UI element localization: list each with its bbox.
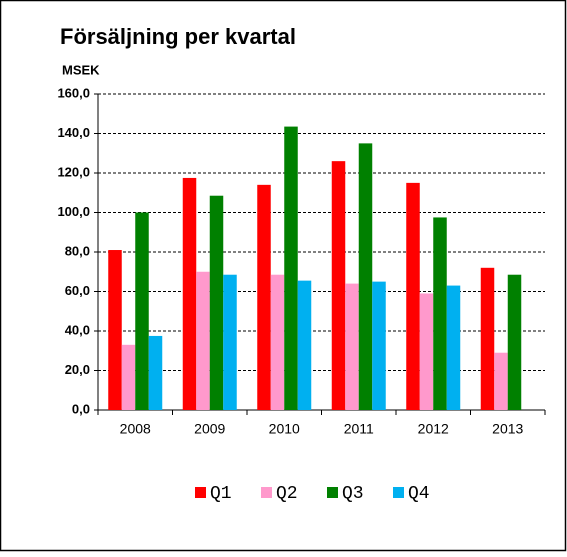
legend-label: Q3 (342, 484, 364, 504)
y-tick-label: 20,0 (65, 362, 90, 377)
y-tick-label: 0,0 (72, 401, 90, 416)
legend-label: Q1 (210, 484, 232, 504)
bar (135, 212, 149, 410)
bar (433, 217, 447, 410)
x-tick-label: 2013 (492, 421, 523, 437)
bar (257, 184, 271, 410)
bar (372, 281, 386, 410)
bar (331, 161, 346, 410)
x-tick-label: 2008 (120, 421, 151, 437)
y-tick-label: 60,0 (65, 283, 90, 298)
bar (108, 250, 122, 410)
bar (446, 285, 461, 410)
legend-swatch (261, 487, 272, 498)
bar (209, 195, 224, 410)
legend-swatch (195, 487, 206, 498)
bar (270, 274, 285, 410)
bar (284, 126, 298, 411)
legend-swatch (327, 487, 338, 498)
x-tick-label: 2012 (418, 421, 449, 437)
bar (480, 267, 495, 410)
bar (507, 274, 522, 410)
bar (297, 280, 312, 410)
y-tick-label: 140,0 (57, 125, 90, 140)
x-tick-label: 2010 (269, 421, 300, 437)
bar (406, 182, 420, 410)
y-tick-label: 100,0 (57, 204, 90, 219)
bar (358, 143, 373, 410)
bar (196, 271, 210, 410)
bar (419, 293, 434, 410)
bar (494, 352, 508, 410)
legend-label: Q4 (408, 484, 430, 504)
y-axis-label: MSEK (62, 62, 100, 77)
bar (345, 283, 359, 410)
bar (148, 335, 163, 410)
y-tick-label: 80,0 (65, 243, 90, 258)
legend-label: Q2 (276, 484, 298, 504)
legend-swatch (393, 487, 404, 498)
bar (121, 344, 136, 410)
chart-title: Försäljning per kvartal (60, 24, 296, 49)
bar (223, 274, 237, 410)
bar (182, 177, 197, 410)
y-tick-label: 160,0 (57, 85, 90, 100)
x-tick-label: 2009 (194, 421, 225, 437)
y-tick-label: 40,0 (65, 322, 90, 337)
y-tick-label: 120,0 (57, 164, 90, 179)
x-tick-label: 2011 (344, 421, 374, 437)
